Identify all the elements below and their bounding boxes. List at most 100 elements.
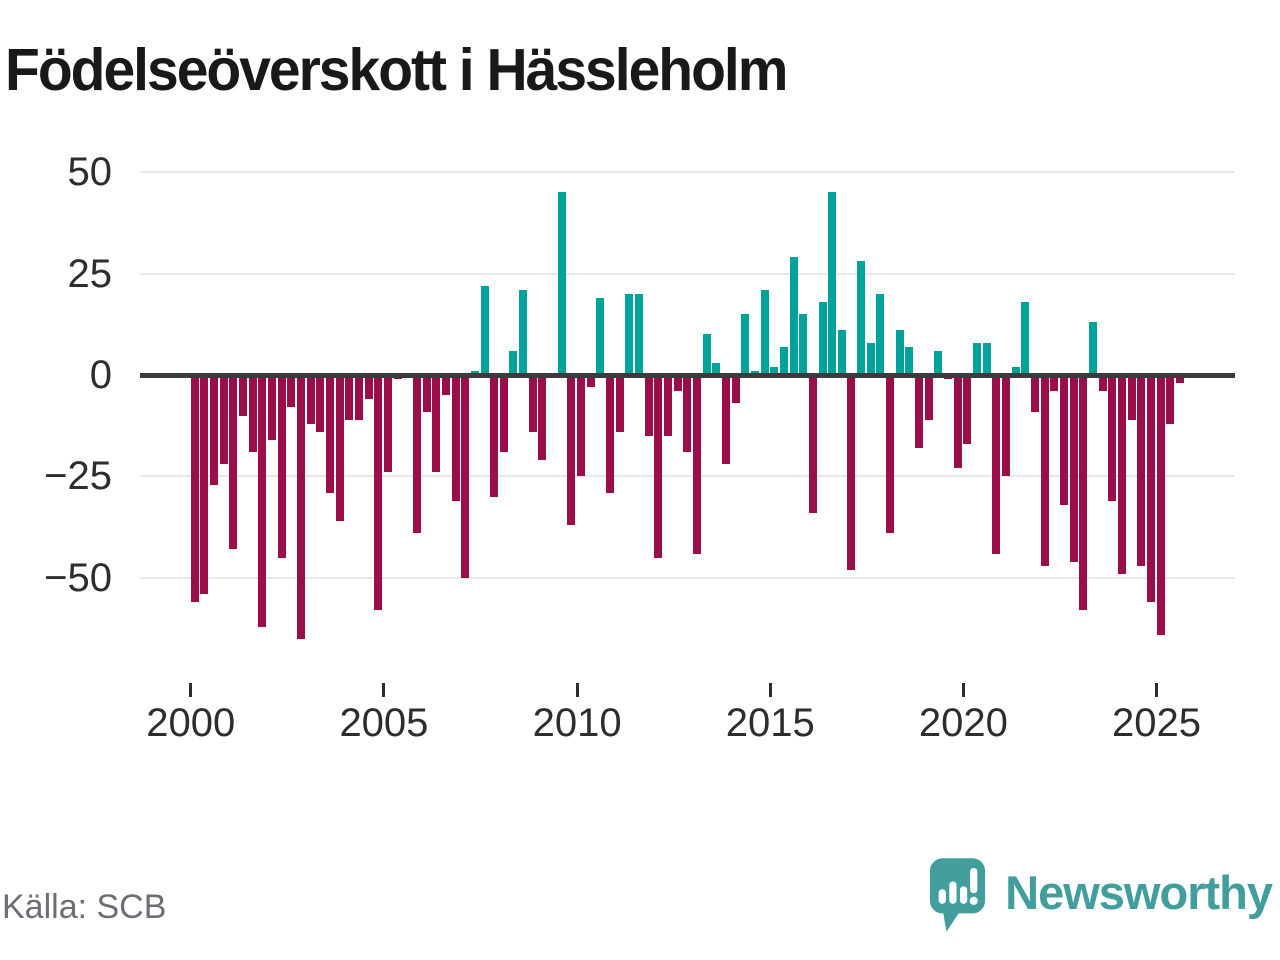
bar-negative: [847, 375, 856, 570]
bar-negative: [1069, 375, 1078, 562]
bar-negative: [992, 375, 1001, 554]
bar-negative: [808, 375, 817, 513]
bar-negative: [1040, 375, 1049, 566]
bar-positive: [934, 350, 943, 375]
gridline: [140, 475, 1235, 478]
bar-negative: [924, 375, 933, 420]
x-axis-label: 2005: [339, 701, 429, 745]
bar-negative: [345, 375, 354, 420]
bar-positive: [1021, 301, 1030, 375]
bar-negative: [325, 375, 334, 493]
bar-negative: [354, 375, 363, 420]
bar-negative: [1156, 375, 1165, 635]
x-axis-tick: [189, 683, 193, 697]
bar-negative: [374, 375, 383, 611]
bar-positive: [905, 346, 914, 375]
bar-negative: [248, 375, 257, 453]
gridline: [140, 272, 1235, 275]
bar-positive: [596, 297, 605, 375]
bar-negative: [1098, 375, 1107, 392]
bar-negative: [1059, 375, 1068, 505]
bar-negative: [200, 375, 209, 595]
bar-positive: [760, 289, 769, 375]
x-axis-tick: [1155, 683, 1158, 697]
y-axis-label: 25: [67, 251, 113, 296]
bar-negative: [287, 375, 296, 408]
zero-line: [140, 372, 1235, 378]
bar-positive: [857, 261, 866, 375]
bar-negative: [1166, 375, 1175, 424]
x-axis-tick: [961, 683, 965, 697]
bar-negative: [335, 375, 344, 522]
x-axis-label: 2015: [725, 701, 815, 745]
bar-positive: [973, 342, 982, 375]
bar-negative: [441, 375, 450, 396]
bar-positive: [702, 334, 711, 375]
bar-positive: [712, 362, 721, 375]
bar-negative: [451, 375, 460, 501]
bar-negative: [963, 375, 972, 444]
bar-negative: [306, 375, 315, 424]
bar-negative: [615, 375, 624, 432]
bar-negative: [1001, 375, 1010, 477]
bar-negative: [1108, 375, 1117, 501]
bar-positive: [779, 346, 788, 375]
bar-negative: [528, 375, 537, 432]
bar-positive: [519, 289, 528, 375]
bar-negative: [258, 375, 267, 627]
bar-negative: [915, 375, 924, 449]
bar-positive: [837, 330, 846, 375]
bar-negative: [210, 375, 219, 485]
newsworthy-wordmark: Newsworthy: [1005, 866, 1273, 919]
bar-negative: [731, 375, 740, 404]
bar-negative: [586, 375, 595, 388]
bar-positive: [480, 285, 489, 375]
bar-negative: [683, 375, 692, 453]
x-axis-label: 2025: [1112, 701, 1201, 745]
bar-negative: [663, 375, 672, 436]
bar-negative: [383, 375, 392, 473]
bar-negative: [316, 375, 325, 432]
bar-positive: [866, 342, 875, 375]
x-axis-tick: [382, 683, 386, 697]
source-label: Källa: SCB: [2, 888, 167, 926]
y-axis-label: −50: [44, 555, 112, 600]
x-axis-label: 2010: [532, 701, 622, 745]
gridline: [140, 576, 1235, 579]
bar-negative: [277, 375, 286, 558]
x-axis-tick: [575, 683, 579, 697]
bar-negative: [1146, 375, 1155, 603]
bar-negative: [297, 375, 306, 639]
bar-positive: [509, 350, 518, 375]
bar-positive: [770, 366, 779, 375]
bar-negative: [953, 375, 962, 469]
bar-negative: [1137, 375, 1146, 566]
bar-negative: [1127, 375, 1136, 420]
bar-positive: [876, 293, 885, 375]
bar-positive: [799, 314, 808, 375]
bar-positive: [828, 192, 837, 375]
bar-negative: [422, 375, 431, 412]
newsworthy-icon: [930, 858, 986, 932]
bar-negative: [268, 375, 277, 440]
bar-negative: [567, 375, 576, 526]
bar-negative: [461, 375, 470, 578]
bar-positive: [741, 314, 750, 375]
bar-positive: [818, 301, 827, 375]
bar-positive: [1088, 322, 1097, 375]
bar-negative: [673, 375, 682, 392]
gridline: [140, 171, 1235, 174]
bar-negative: [219, 375, 228, 465]
bar-positive: [557, 192, 566, 375]
bar-negative: [412, 375, 421, 534]
bar-positive: [625, 293, 634, 375]
bar-negative: [654, 375, 663, 558]
bar-negative: [606, 375, 615, 493]
x-axis-tick: [768, 683, 772, 697]
bar-negative: [577, 375, 586, 477]
bar-positive: [895, 330, 904, 375]
bar-negative: [1079, 375, 1088, 611]
y-axis-label: −25: [44, 454, 112, 499]
bar-positive: [982, 342, 991, 375]
